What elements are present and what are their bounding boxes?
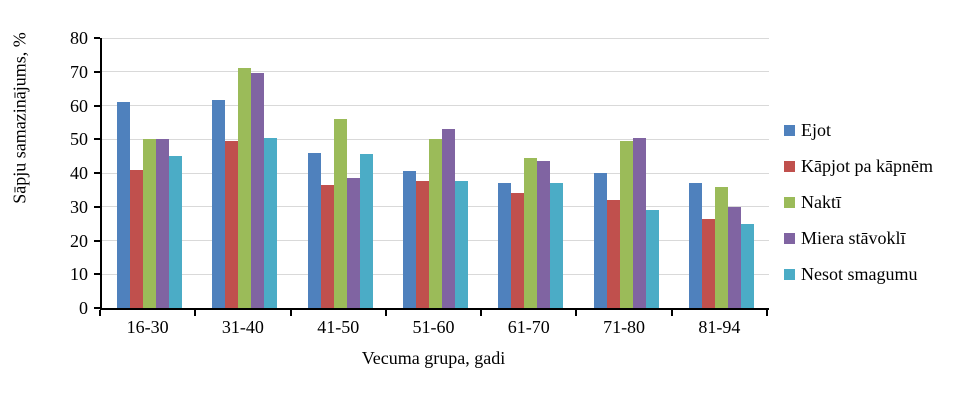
bar <box>428 139 442 308</box>
bar <box>714 186 728 308</box>
y-axis-title-text: Sāpju samazinājums, % <box>9 32 30 204</box>
bar <box>632 137 646 308</box>
x-tick-mark <box>575 310 578 316</box>
y-tick-label: 30 <box>70 196 88 217</box>
x-tick-label: 41-50 <box>317 317 360 337</box>
x-tick-mark <box>670 310 673 316</box>
x-tick-mark <box>384 310 387 316</box>
x-tick-label: 31-40 <box>221 317 264 337</box>
bar-group <box>102 38 197 308</box>
y-tick-label: 40 <box>70 163 88 183</box>
y-tick-label: 50 <box>70 129 88 150</box>
bar <box>511 193 525 308</box>
legend-item: Naktī <box>784 191 933 213</box>
y-tick-label: 70 <box>70 61 88 82</box>
y-tick-mark <box>94 205 100 208</box>
gridline <box>102 71 769 73</box>
legend-item: Ejot <box>784 119 933 141</box>
y-tick-label: 60 <box>70 95 88 116</box>
bar <box>606 200 620 308</box>
bar <box>619 140 633 308</box>
bar <box>537 161 551 308</box>
legend-label: Miera stāvoklī <box>801 228 906 248</box>
x-tick-mark <box>766 310 768 316</box>
bar-group <box>197 38 292 308</box>
bar <box>550 183 564 308</box>
legend-swatch <box>784 196 795 208</box>
legend-label: Naktī <box>801 192 841 212</box>
bar <box>415 181 429 308</box>
x-tick-label: 16-30 <box>126 317 169 337</box>
x-tick-label: 51-60 <box>412 317 455 337</box>
gridline <box>102 105 769 106</box>
y-tick-label: 0 <box>79 298 88 318</box>
bar <box>130 169 144 308</box>
bar <box>727 206 741 308</box>
x-tick-mark <box>289 310 292 316</box>
legend-swatch <box>784 124 795 136</box>
x-tick-label: 81-94 <box>698 317 741 337</box>
legend-swatch <box>784 268 795 280</box>
bar-group <box>388 38 483 308</box>
bar <box>740 223 754 308</box>
bar <box>212 100 226 308</box>
y-tick-mark <box>94 138 100 141</box>
bar <box>307 152 321 308</box>
gridline <box>102 37 769 39</box>
bar <box>359 154 373 308</box>
y-tick-mark <box>94 172 100 174</box>
bar-group <box>578 38 673 308</box>
x-tick-mark <box>480 310 483 316</box>
y-tick-mark <box>94 70 100 73</box>
legend-swatch <box>784 232 795 244</box>
bar <box>645 210 659 308</box>
plot-area <box>100 37 769 310</box>
bar <box>524 157 538 308</box>
legend-item: Kāpjot pa kāpnēm <box>784 155 933 177</box>
bar-group <box>293 38 388 308</box>
bar <box>441 129 455 308</box>
x-tick-mark <box>99 310 101 316</box>
y-tick-mark <box>94 307 100 309</box>
bar <box>701 218 715 308</box>
bar <box>454 181 468 308</box>
legend-label: Ejot <box>801 120 831 140</box>
y-tick-mark <box>94 37 100 39</box>
bar <box>143 139 157 308</box>
y-tick-label: 10 <box>70 264 88 285</box>
bar <box>117 102 131 308</box>
bar <box>346 178 360 308</box>
bar <box>169 156 183 308</box>
legend: Ejot Kāpjot pa kāpnēm Naktī Miera stāvoklī N… <box>784 119 933 299</box>
bar <box>593 173 607 308</box>
legend-swatch <box>784 160 795 172</box>
y-tick-label: 20 <box>70 230 88 251</box>
x-tick-mark <box>194 310 197 316</box>
bar <box>251 73 265 308</box>
y-tick-mark <box>94 239 100 242</box>
bar-group <box>674 38 769 308</box>
bar <box>225 140 239 308</box>
bar <box>320 184 334 308</box>
y-tick-mark <box>94 104 100 107</box>
y-tick-label: 80 <box>70 28 88 48</box>
bar <box>156 139 170 308</box>
legend-item: Nesot smagumu <box>784 263 933 285</box>
bar <box>688 183 702 308</box>
legend-item: Miera stāvoklī <box>784 227 933 249</box>
x-tick-label: 71-80 <box>603 317 646 337</box>
bar <box>333 119 347 308</box>
x-axis-title: Vecuma grupa, gadi <box>361 348 506 368</box>
bar <box>238 68 252 308</box>
legend-label: Nesot smagumu <box>801 264 918 284</box>
legend-label: Kāpjot pa kāpnēm <box>801 156 933 176</box>
x-tick-label: 61-70 <box>507 317 550 337</box>
bar <box>264 137 278 308</box>
bar <box>498 183 512 308</box>
bar-group <box>483 38 578 308</box>
bar <box>402 171 416 308</box>
y-tick-mark <box>94 273 100 276</box>
